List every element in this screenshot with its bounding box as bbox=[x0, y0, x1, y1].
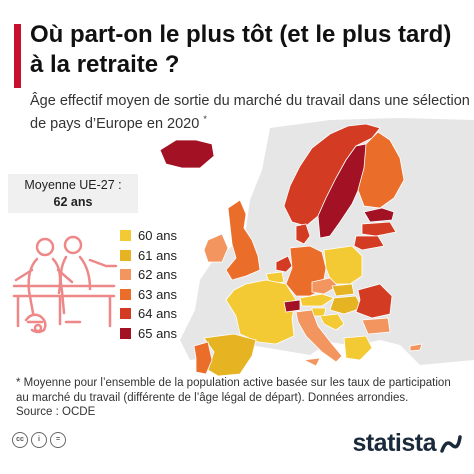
subtitle-footnote-marker: * bbox=[203, 114, 207, 124]
legend-item: 65 ans bbox=[120, 324, 177, 344]
statista-logo-mark bbox=[440, 434, 462, 453]
legend-swatch bbox=[120, 249, 131, 261]
legend-item: 61 ans bbox=[120, 246, 177, 266]
country-portugal bbox=[193, 341, 213, 375]
country-latvia bbox=[361, 221, 397, 237]
footnote: * Moyenne pour l’ensemble de la populati… bbox=[16, 376, 466, 420]
title-accent-bar bbox=[14, 24, 21, 88]
legend-swatch bbox=[120, 327, 131, 339]
country-denmark bbox=[295, 223, 311, 245]
page-subtitle: Âge effectif moyen de sortie du marché d… bbox=[30, 92, 470, 133]
country-lithuania bbox=[353, 235, 385, 251]
country-switzerland bbox=[283, 299, 301, 313]
legend-item: 60 ans bbox=[120, 226, 177, 246]
legend-label: 64 ans bbox=[138, 306, 178, 322]
country-austria bbox=[299, 293, 335, 307]
legend-label: 63 ans bbox=[138, 286, 178, 302]
statista-logo: statista bbox=[352, 429, 462, 458]
subtitle-text: Âge effectif moyen de sortie du marché d… bbox=[30, 93, 470, 132]
license-icons: cc i = bbox=[12, 432, 66, 448]
country-ireland bbox=[203, 233, 229, 263]
country-slovakia bbox=[331, 283, 355, 297]
country-greece bbox=[343, 335, 373, 361]
page-title: Où part-on le plus tôt (et le plus tard)… bbox=[30, 21, 452, 78]
country-uk bbox=[225, 199, 261, 281]
country-romania bbox=[355, 283, 393, 319]
country-cyprus bbox=[409, 343, 423, 352]
attribution-icon: i bbox=[31, 432, 47, 448]
country-spain bbox=[203, 333, 257, 377]
legend-label: 65 ans bbox=[138, 325, 178, 341]
legend-swatch bbox=[120, 269, 131, 281]
eu-average-value: 62 ans bbox=[53, 195, 93, 209]
country-croatia bbox=[319, 313, 345, 331]
legend-item: 64 ans bbox=[120, 304, 177, 324]
legend-item: 63 ans bbox=[120, 285, 177, 305]
country-estonia bbox=[363, 207, 395, 223]
country-poland bbox=[323, 245, 363, 285]
footnote-text: * Moyenne pour l’ensemble de la populati… bbox=[16, 377, 451, 404]
legend-item: 62 ans bbox=[120, 265, 177, 285]
legend-label: 61 ans bbox=[138, 247, 178, 263]
country-hungary bbox=[329, 295, 363, 315]
country-netherlands bbox=[275, 255, 293, 273]
no-derivatives-icon: = bbox=[50, 432, 66, 448]
pensioners-illustration bbox=[12, 235, 118, 334]
legend-swatch bbox=[120, 230, 131, 242]
legend-swatch bbox=[120, 288, 131, 300]
source-text: Source : OCDE bbox=[16, 406, 96, 418]
statista-logo-text: statista bbox=[352, 429, 436, 457]
eu-average-label: Moyenne UE-27 : bbox=[24, 178, 122, 192]
country-czechia bbox=[311, 277, 339, 295]
legend: 60 ans 61 ans 62 ans 63 ans 64 ans 65 an… bbox=[120, 226, 177, 343]
country-iceland bbox=[159, 139, 215, 169]
country-finland bbox=[357, 131, 405, 209]
legend-label: 62 ans bbox=[138, 267, 178, 283]
eu-average-box: Moyenne UE-27 : 62 ans bbox=[8, 174, 138, 213]
legend-swatch bbox=[120, 308, 131, 320]
cc-icon: cc bbox=[12, 432, 28, 448]
country-bulgaria bbox=[361, 317, 391, 335]
legend-label: 60 ans bbox=[138, 228, 178, 244]
country-italy bbox=[295, 309, 343, 367]
